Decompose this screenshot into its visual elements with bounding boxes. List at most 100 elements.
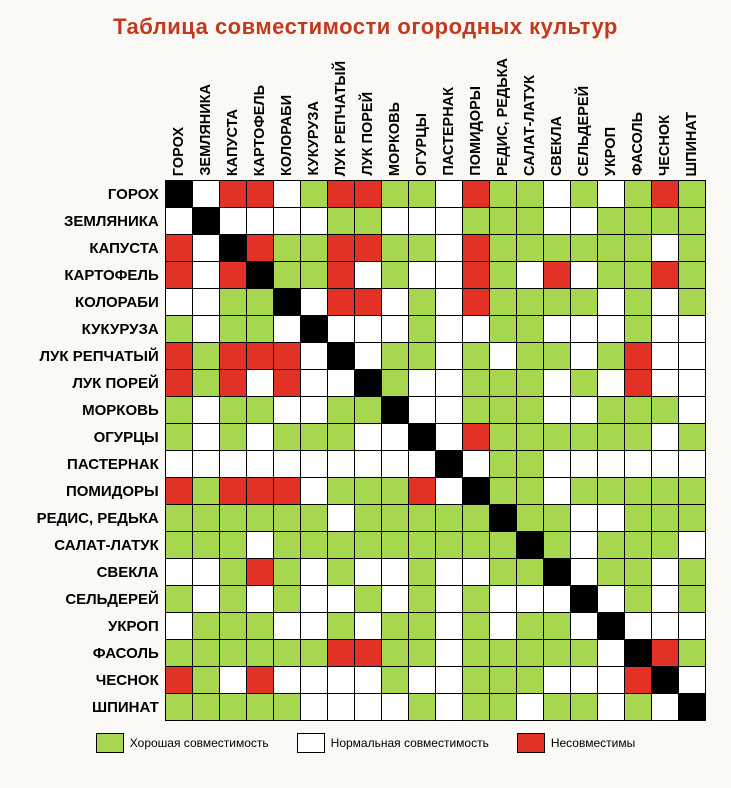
matrix-cell <box>543 289 570 316</box>
matrix-cell <box>165 208 192 235</box>
column-header: УКРОП <box>597 50 624 181</box>
matrix-cell <box>678 181 705 208</box>
matrix-cell <box>354 532 381 559</box>
matrix-row: ПОМИДОРЫ <box>25 478 705 505</box>
matrix-cell <box>246 478 273 505</box>
matrix-cell <box>192 667 219 694</box>
matrix-cell <box>678 532 705 559</box>
matrix-cell <box>300 424 327 451</box>
matrix-cell <box>273 478 300 505</box>
matrix-cell <box>624 397 651 424</box>
matrix-cell <box>624 289 651 316</box>
matrix-cell <box>381 613 408 640</box>
matrix-cell <box>219 235 246 262</box>
column-label: ГОРОХ <box>171 127 187 176</box>
matrix-cell <box>246 613 273 640</box>
legend-label: Несовместимы <box>551 736 635 750</box>
column-label: ЛУК ПОРЕЙ <box>360 92 376 176</box>
matrix-cell <box>246 640 273 667</box>
matrix-cell <box>516 694 543 721</box>
matrix-cell <box>543 424 570 451</box>
matrix-cell <box>354 451 381 478</box>
matrix-cell <box>462 262 489 289</box>
matrix-cell <box>651 208 678 235</box>
matrix-cell <box>354 478 381 505</box>
matrix-cell <box>192 478 219 505</box>
matrix-cell <box>597 397 624 424</box>
matrix-cell <box>408 478 435 505</box>
column-header: ШПИНАТ <box>678 50 705 181</box>
matrix-cell <box>516 451 543 478</box>
matrix-cell <box>624 613 651 640</box>
matrix-cell <box>381 370 408 397</box>
matrix-cell <box>570 181 597 208</box>
matrix-cell <box>651 451 678 478</box>
matrix-cell <box>462 694 489 721</box>
matrix-cell <box>165 343 192 370</box>
matrix-cell <box>273 370 300 397</box>
matrix-cell <box>543 505 570 532</box>
matrix-cell <box>624 667 651 694</box>
matrix-cell <box>165 181 192 208</box>
column-header: САЛАТ-ЛАТУК <box>516 50 543 181</box>
matrix-cell <box>246 559 273 586</box>
matrix-cell <box>597 478 624 505</box>
matrix-cell <box>273 343 300 370</box>
matrix-cell <box>354 505 381 532</box>
matrix-cell <box>516 532 543 559</box>
matrix-cell <box>462 478 489 505</box>
column-header: ФАСОЛЬ <box>624 50 651 181</box>
row-label: ЛУК ПОРЕЙ <box>25 370 165 397</box>
matrix-cell <box>462 451 489 478</box>
matrix-cell <box>570 262 597 289</box>
matrix-cell <box>192 289 219 316</box>
matrix-cell <box>408 397 435 424</box>
matrix-cell <box>219 694 246 721</box>
column-label: МОРКОВЬ <box>387 102 403 176</box>
matrix-row: ШПИНАТ <box>25 694 705 721</box>
matrix-cell <box>489 505 516 532</box>
matrix-cell <box>300 559 327 586</box>
matrix-cell <box>219 208 246 235</box>
matrix-cell <box>462 208 489 235</box>
matrix-cell <box>597 451 624 478</box>
matrix-cell <box>192 694 219 721</box>
matrix-cell <box>192 532 219 559</box>
matrix-cell <box>516 586 543 613</box>
column-label: КОЛОРАБИ <box>279 95 295 176</box>
matrix-cell <box>624 235 651 262</box>
matrix-cell <box>354 235 381 262</box>
matrix-cell <box>570 397 597 424</box>
matrix-cell <box>381 208 408 235</box>
matrix-cell <box>192 181 219 208</box>
matrix-cell <box>273 613 300 640</box>
legend-item: Нормальная совместимость <box>297 733 489 753</box>
matrix-cell <box>219 613 246 640</box>
matrix-cell <box>651 478 678 505</box>
matrix-cell <box>165 532 192 559</box>
matrix-cell <box>489 316 516 343</box>
matrix-cell <box>570 208 597 235</box>
matrix-cell <box>408 586 435 613</box>
matrix-cell <box>462 343 489 370</box>
matrix-cell <box>381 316 408 343</box>
column-label: ШПИНАТ <box>684 112 700 177</box>
matrix-cell <box>246 532 273 559</box>
matrix-cell <box>381 397 408 424</box>
matrix-cell <box>597 505 624 532</box>
matrix-cell <box>273 316 300 343</box>
matrix-cell <box>435 235 462 262</box>
legend-swatch <box>517 733 545 753</box>
matrix-cell <box>435 586 462 613</box>
matrix-cell <box>435 559 462 586</box>
matrix-cell <box>651 613 678 640</box>
matrix-cell <box>165 586 192 613</box>
matrix-cell <box>435 208 462 235</box>
row-label: ЗЕМЛЯНИКА <box>25 208 165 235</box>
matrix-row: ФАСОЛЬ <box>25 640 705 667</box>
matrix-cell <box>516 208 543 235</box>
matrix-cell <box>300 586 327 613</box>
page-title: Таблица совместимости огородных культур <box>10 14 721 40</box>
matrix-cell <box>381 694 408 721</box>
matrix-cell <box>624 640 651 667</box>
